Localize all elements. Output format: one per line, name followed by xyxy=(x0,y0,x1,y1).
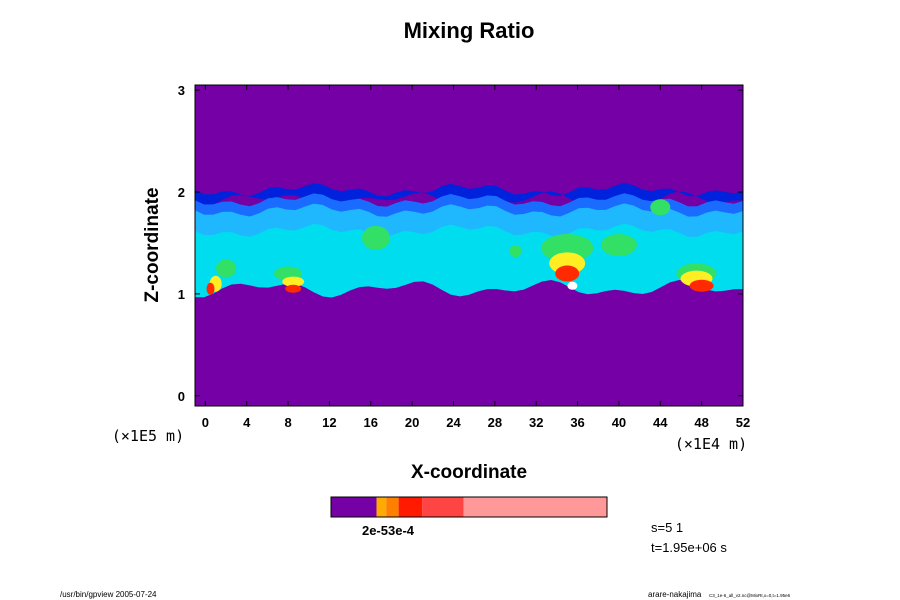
chart-title: Mixing Ratio xyxy=(404,18,535,43)
colorbar-segment xyxy=(463,497,607,517)
colorbar-segment xyxy=(331,497,377,517)
field-plume-red xyxy=(285,284,302,293)
y-tick-label: 3 xyxy=(178,83,185,98)
colorbar-segment xyxy=(376,497,387,517)
x-unit-label: (×1E4 m) xyxy=(675,435,747,453)
z-unit-label: (×1E5 m) xyxy=(112,427,184,445)
x-tick-label: 8 xyxy=(284,415,291,430)
x-tick-label: 40 xyxy=(612,415,626,430)
field-plume-red xyxy=(206,282,215,295)
x-axis-ticks: 0 4 8 12 16 20 24 28 32 36 40 44 48 52 xyxy=(202,85,750,430)
colorbar-segment xyxy=(398,497,423,517)
field-plume-red xyxy=(555,265,580,282)
mixing-ratio-field xyxy=(195,183,743,298)
x-tick-label: 28 xyxy=(488,415,502,430)
x-tick-label: 4 xyxy=(243,415,251,430)
plot-frame xyxy=(194,84,744,407)
x-tick-label: 32 xyxy=(529,415,543,430)
field-plume-green xyxy=(216,259,237,278)
x-tick-label: 12 xyxy=(322,415,336,430)
x-tick-label: 0 xyxy=(202,415,209,430)
field-plume-yellow xyxy=(282,276,305,287)
x-tick-label: 44 xyxy=(653,415,668,430)
plot-area xyxy=(194,84,744,407)
field-plume-red xyxy=(689,279,714,292)
colorbar-frame xyxy=(330,496,608,518)
colorbar xyxy=(330,496,608,518)
field-plume-green xyxy=(600,233,637,256)
field-plume-peak xyxy=(567,281,578,290)
field-plume-green xyxy=(361,225,390,250)
footer-author: arare-nakajima xyxy=(648,590,702,599)
x-tick-label: 24 xyxy=(446,415,461,430)
field-plume-green xyxy=(509,245,522,258)
colorbar-labels: 2e-53e-4 xyxy=(362,523,415,538)
x-tick-label: 48 xyxy=(694,415,708,430)
x-axis-label: X-coordinate xyxy=(411,462,527,483)
time-info: t=1.95e+06 s xyxy=(651,540,727,555)
y-axis-ticks: 0 1 2 3 xyxy=(178,83,743,404)
y-tick-label: 0 xyxy=(178,389,185,404)
y-tick-label: 2 xyxy=(178,185,185,200)
colorbar-segment xyxy=(386,497,399,517)
x-tick-label: 20 xyxy=(405,415,419,430)
field-plume-green xyxy=(650,199,671,216)
y-tick-label: 1 xyxy=(178,287,185,302)
x-tick-label: 36 xyxy=(570,415,584,430)
x-tick-label: 16 xyxy=(364,415,378,430)
x-tick-label: 52 xyxy=(736,415,750,430)
step-info: s=5 1 xyxy=(651,520,683,535)
colorbar-segment xyxy=(422,497,464,517)
footer-command: /usr/bin/gpview 2005-07-24 xyxy=(60,590,157,599)
y-axis-label: Z-coordinate xyxy=(142,187,163,302)
footer-file: C3_1e-6_all_v2.nc@MixRt,x=0,t=1.95e6 xyxy=(709,593,791,598)
field-plume-green xyxy=(541,234,594,263)
